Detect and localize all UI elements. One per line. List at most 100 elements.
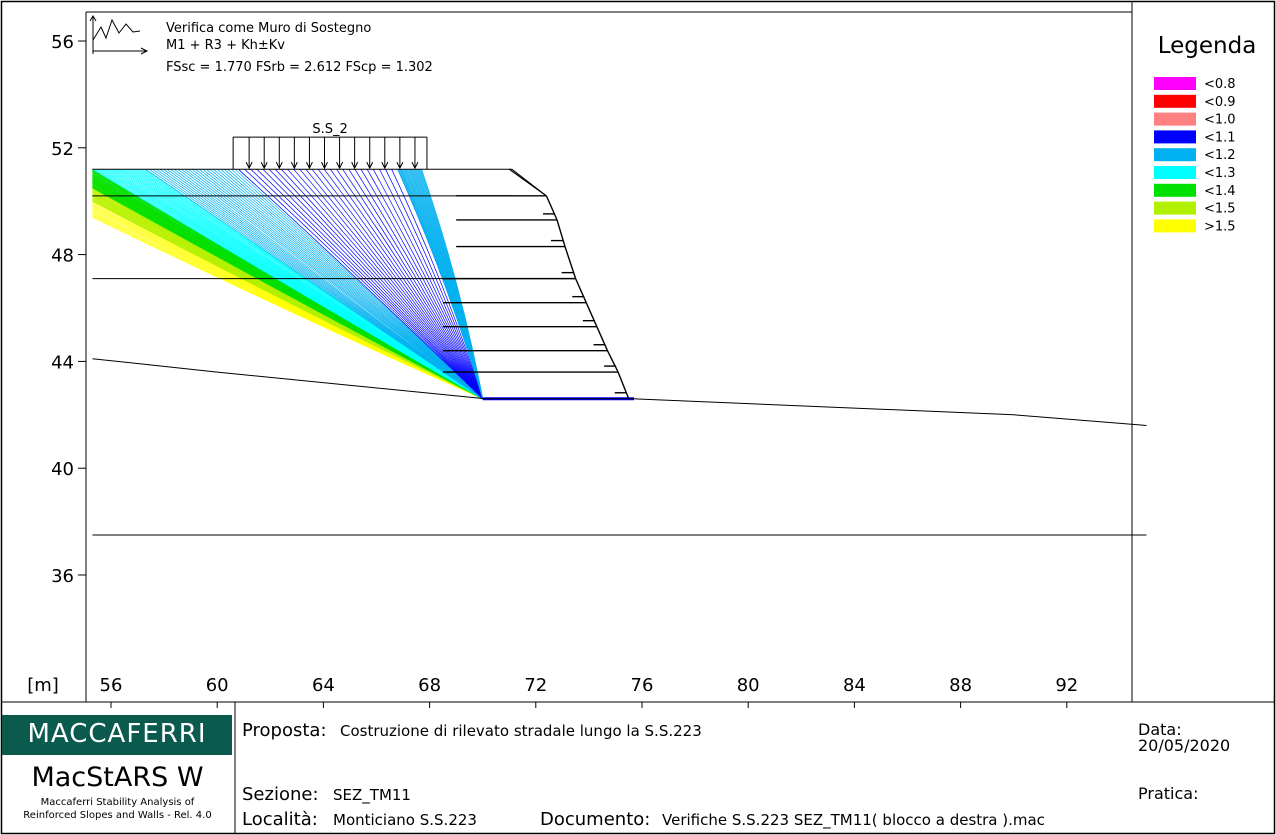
facing-2: [564, 246, 577, 279]
load-arrowhead-2: [275, 161, 283, 170]
slip-surface-5-20: [360, 169, 484, 399]
legend-title: Legenda: [1158, 33, 1257, 59]
ground-profile: [92, 358, 1147, 426]
pratica-label: Pratica:: [1138, 784, 1199, 803]
load-label: S.S_2: [312, 122, 347, 137]
slip-surface-5-16: [336, 168, 484, 399]
legend-label-2: <1.0: [1204, 113, 1236, 128]
x-tick-label-76: 76: [631, 675, 654, 696]
load-arrowhead-6: [336, 161, 344, 170]
axis-ticks: 56 60 64 68 72 76 80 84 88 92 56 52 48 44 40 36 [m]: [27, 32, 1078, 708]
proposta-value: Costruzione di rilevato stradale lungo l…: [340, 722, 702, 740]
slip-surface-5-17: [342, 169, 484, 399]
slip-surface-5-19: [354, 169, 484, 399]
slip-surface-5-10: [299, 168, 483, 400]
legend-label-3: <1.1: [1204, 130, 1236, 145]
legend-label-6: <1.4: [1204, 184, 1236, 199]
y-tick-label-56: 56: [51, 32, 74, 53]
y-tick-label-48: 48: [51, 246, 74, 267]
slip-surface-6-26: [421, 169, 484, 399]
slip-surface-5-11: [305, 168, 483, 400]
load-arrowhead-3: [290, 161, 298, 170]
slip-surface-4-10: [181, 168, 483, 400]
crest-slope: [508, 168, 547, 197]
localita-label: Località:: [242, 809, 318, 830]
legend-swatch-4: [1154, 148, 1196, 162]
slip-surface-5-21: [366, 169, 484, 399]
geometry: S.S_2: [92, 122, 1147, 536]
slip-surface-5-8: [287, 168, 483, 400]
legend-swatch-5: [1154, 166, 1196, 179]
data-value: 20/05/2020: [1138, 736, 1231, 755]
x-tick-label-88: 88: [949, 675, 972, 696]
documento-value: Verifiche S.S.223 SEZ_TM11( blocco a des…: [662, 811, 1045, 829]
legend-swatch-7: [1154, 201, 1196, 215]
legend-swatch-3: [1154, 130, 1196, 144]
load-arrowhead-5: [321, 161, 328, 170]
sezione-value: SEZ_TM11: [333, 786, 411, 804]
documento-label: Documento:: [540, 809, 651, 830]
x-tick-label-60: 60: [206, 675, 229, 696]
facing-7: [617, 371, 630, 400]
product-sub-2: Reinforced Slopes and Walls - Rel. 4.0: [23, 810, 212, 821]
slip-surfaces: [92, 168, 635, 401]
legend: Legenda <0.8 <0.9 <1.0 <1.1 <1.2 <1.3 <1.4 <1.5 >…: [1154, 33, 1256, 234]
x-tick-label-72: 72: [524, 675, 547, 696]
logo-text: MACCAFERRI: [27, 719, 207, 749]
legend-label-8: >1.5: [1204, 219, 1236, 234]
product-sub-1: Maccaferri Stability Analysis of: [40, 797, 195, 808]
y-tick-label-40: 40: [51, 459, 74, 480]
slip-surface-5-14: [323, 168, 483, 399]
slip-surface-5-4: [262, 168, 483, 400]
slip-surface-5-3: [256, 168, 483, 400]
load-arrowhead-11: [411, 161, 419, 170]
load-arrowhead-10: [396, 161, 404, 170]
facing-0: [545, 195, 558, 221]
x-tick-label-80: 80: [737, 675, 760, 696]
sezione-label: Sezione:: [242, 784, 319, 805]
load-arrowhead-7: [351, 161, 359, 170]
x-tick-label-68: 68: [418, 675, 441, 696]
x-tick-label-84: 84: [843, 675, 866, 696]
slip-surface-5-1: [244, 168, 483, 400]
legend-label-7: <1.5: [1204, 202, 1236, 217]
y-tick-label-36: 36: [51, 566, 74, 587]
facing-6: [606, 350, 619, 373]
legend-label-5: <1.3: [1204, 166, 1236, 181]
load-arrowhead-8: [366, 161, 374, 170]
legend-swatch-8: [1154, 219, 1196, 233]
axis-unit-label: [m]: [27, 675, 59, 696]
x-tick-label-64: 64: [312, 675, 335, 696]
x-tick-label-56: 56: [100, 675, 123, 696]
facing-3: [574, 278, 587, 303]
legend-swatch-2: [1154, 112, 1196, 126]
facing-1: [556, 219, 566, 247]
slip-surface-5-5: [268, 168, 483, 400]
slip-surface-5-6: [274, 168, 483, 400]
slip-surface-5-18: [348, 169, 484, 399]
load-arrowhead-4: [305, 161, 313, 170]
facing-4: [585, 302, 598, 327]
y-tick-label-52: 52: [51, 139, 74, 160]
legend-swatch-0: [1154, 77, 1196, 90]
product-name: MacStARS W: [31, 762, 204, 793]
stamp-line-1: Verifica come Muro di Sostegno: [166, 21, 372, 36]
slip-surface-5-0: [238, 168, 483, 400]
slip-surface-5-23: [379, 169, 484, 399]
slip-surface-5-15: [330, 168, 484, 399]
proposta-label: Proposta:: [242, 720, 327, 741]
slip-surface-5-12: [311, 168, 483, 399]
slip-surface-5-13: [317, 168, 483, 399]
stamp-line-2: M1 + R3 + Kh±Kv: [166, 38, 285, 53]
localita-value: Monticiano S.S.223: [333, 811, 477, 829]
slip-surface-5-22: [372, 169, 484, 399]
x-tick-label-92: 92: [1055, 675, 1078, 696]
slip-surface-5-25: [391, 169, 484, 399]
load-arrowhead-9: [381, 161, 389, 170]
slip-surface-5-7: [281, 168, 483, 400]
legend-label-1: <0.9: [1204, 95, 1236, 110]
slip-surface-4-9: [177, 168, 483, 400]
load-arrowhead-1: [260, 161, 268, 170]
